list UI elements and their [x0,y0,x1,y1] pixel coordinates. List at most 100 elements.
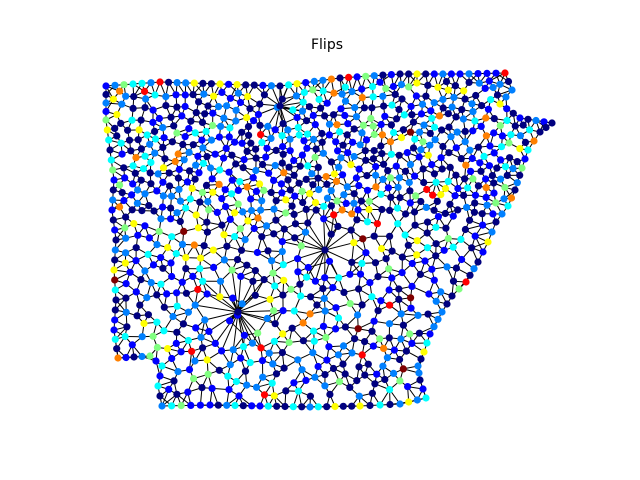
graph-node [122,213,130,221]
graph-node [178,112,186,120]
graph-node [252,145,260,153]
graph-node [291,220,300,228]
graph-node [312,145,320,153]
graph-node [508,86,516,94]
graph-node [423,244,432,252]
graph-edge [237,276,242,313]
graph-node [299,337,307,345]
graph-node [271,126,279,134]
graph-node [461,225,469,234]
graph-node [190,375,198,383]
graph-node [423,229,431,237]
graph-node [234,89,242,97]
graph-node [147,158,155,166]
graph-node [380,160,388,168]
graph-node [430,123,439,131]
graph-node [330,211,338,219]
graph-node [141,152,149,160]
graph-node [449,212,457,220]
graph-node [141,267,149,275]
graph-node [442,78,451,86]
graph-edge [237,311,259,334]
graph-node [174,174,182,182]
graph-node [362,72,370,80]
graph-node [309,86,317,94]
graph-node [124,126,132,134]
graph-node [173,390,181,398]
graph-node [224,372,232,380]
graph-node [393,115,401,123]
graph-node [425,290,433,298]
graph-node [141,87,149,95]
graph-node [154,170,162,178]
graph-node [424,310,432,318]
graph-node [294,255,302,263]
graph-node [399,321,407,329]
graph-node [376,401,384,409]
graph-node [411,172,419,180]
graph-node [521,155,529,163]
graph-node [205,206,213,214]
graph-node [384,167,392,175]
graph-node [516,145,524,153]
graph-node [310,135,318,143]
graph-node [146,169,154,177]
graph-node [455,285,463,293]
graph-node [244,93,252,101]
graph-node [322,173,330,181]
graph-node [123,323,131,331]
graph-node [250,117,258,125]
graph-node [395,105,403,114]
graph-node [461,138,469,146]
graph-node [176,197,185,205]
graph-node [366,279,374,287]
graph-node [366,401,374,410]
graph-node [233,81,241,89]
graph-node [320,202,328,210]
graph-edge [208,311,239,332]
graph-node [172,339,180,347]
graph-node [386,138,395,146]
graph-node [335,378,344,386]
graph-node [158,402,166,410]
graph-node [122,280,130,288]
graph-node [354,206,362,214]
graph-node [270,205,278,213]
graph-node [393,204,402,212]
graph-node [156,372,164,380]
graph-node [121,174,129,182]
graph-node [218,195,226,203]
graph-edge [294,237,326,251]
graph-node [463,203,471,211]
graph-node [130,353,138,361]
graph-edge [237,311,262,349]
graph-node [311,199,320,207]
graph-edge [231,270,239,313]
graph-node [370,130,378,139]
graph-node [380,344,388,352]
graph-node [199,79,207,87]
graph-node [168,233,176,241]
graph-node [134,186,142,194]
graph-node [513,179,521,187]
graph-node [394,220,402,228]
graph-node [384,184,392,192]
graph-node [355,285,363,293]
graph-node [172,91,180,99]
graph-node [145,234,153,242]
graph-node [292,92,300,100]
graph-node [164,244,172,252]
graph-node [397,335,405,343]
graph-node [407,304,415,312]
graph-node [321,307,329,315]
graph-edge [204,311,239,321]
graph-node [238,139,246,147]
graph-node [259,81,267,89]
graph-node [290,156,298,165]
graph-node [125,136,134,144]
graph-node [146,352,154,360]
graph-edge [324,242,354,251]
graph-node [399,126,407,134]
graph-node [339,360,347,368]
graph-edge [237,298,271,313]
